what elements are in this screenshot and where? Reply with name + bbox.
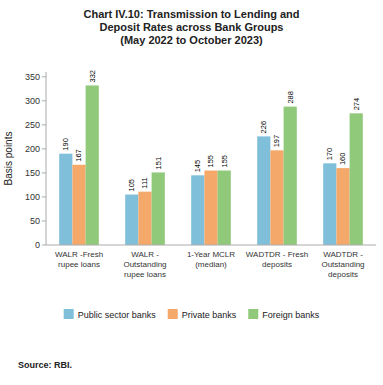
data-labels: 190 105 145 226 170 167 111 155 197 160 332 151 155 2… — [61, 70, 360, 192]
legend: Public sector banks Private banks Foreign … — [64, 309, 320, 320]
title: Deposit Rates across Bank Groups — [99, 21, 283, 33]
x-tick-label-line: 1-Year MCLR — [187, 250, 235, 259]
y-tick — [42, 172, 46, 173]
y-tick-label: 150 — [25, 168, 40, 178]
y-axis-line — [46, 72, 47, 245]
x-tick-label-line: deposits — [262, 260, 292, 269]
bar — [86, 85, 99, 245]
x-tick-label-line: (median) — [195, 260, 227, 269]
bar — [336, 168, 349, 245]
x-tick-label-line: WALR - — [131, 250, 159, 259]
data-label: 160 — [339, 153, 348, 166]
bar — [72, 165, 85, 245]
data-label: 155 — [220, 155, 229, 168]
y-axis-label: Basis points — [3, 132, 14, 186]
legend-swatch — [64, 309, 74, 319]
bar — [138, 192, 151, 245]
data-label: 332 — [88, 70, 97, 83]
bar — [284, 107, 297, 245]
bar — [257, 136, 270, 245]
x-tick-label-line: WALR -Fresh — [55, 250, 103, 259]
x-tick-label: WALR -Outstandingrupee loans — [123, 250, 166, 279]
bars — [59, 85, 363, 245]
y-tick-label: 300 — [25, 96, 40, 106]
y-tick — [42, 196, 46, 197]
data-label: 197 — [273, 135, 282, 148]
data-label: 151 — [154, 157, 163, 170]
x-tick-label-line: rupee loans — [58, 260, 100, 269]
data-label: 155 — [207, 155, 216, 168]
bar — [59, 154, 72, 245]
subtitle: (May 2022 to October 2023) — [120, 34, 263, 46]
y-tick-label: 200 — [25, 144, 40, 154]
legend-label: Private banks — [182, 310, 237, 320]
data-label: 274 — [352, 98, 361, 111]
bar — [204, 171, 217, 245]
data-label: 167 — [75, 149, 84, 162]
bar — [191, 175, 204, 245]
data-label: 105 — [127, 179, 136, 192]
y-tick — [42, 124, 46, 125]
bar — [350, 113, 363, 245]
chart: Chart IV.10: Transmission to Lending and… — [0, 0, 383, 385]
y-tick-label: 50 — [30, 216, 40, 226]
y-tick — [42, 100, 46, 101]
x-tick-label-line: Outstanding — [123, 260, 166, 269]
y-tick-label: 100 — [25, 192, 40, 202]
x-tick-label: WADTDR - Freshdeposits — [246, 250, 308, 269]
x-tick-label-line: WADTDR - — [323, 250, 363, 259]
x-tick-label-line: rupee loans — [124, 270, 166, 279]
bar — [152, 172, 165, 245]
x-axis-line — [46, 245, 376, 246]
x-tick-label: WADTDR -Outstandingdeposits — [321, 250, 364, 279]
x-tick-label-line: Outstanding — [321, 260, 364, 269]
y-tick — [42, 220, 46, 221]
bar — [323, 163, 336, 245]
title: Chart IV.10: Transmission to Lending and — [84, 8, 300, 20]
y-tick — [42, 76, 46, 77]
legend-label: Foreign banks — [262, 310, 320, 320]
y-tick-label: 350 — [25, 72, 40, 82]
bar — [270, 150, 283, 245]
x-tick-label: 1-Year MCLR(median) — [187, 250, 235, 269]
legend-swatch — [248, 309, 258, 319]
source-note: Source: RBI. — [18, 360, 72, 370]
legend-swatch — [168, 309, 178, 319]
data-label: 145 — [193, 160, 202, 173]
data-label: 170 — [325, 148, 334, 161]
legend-label: Public sector banks — [78, 310, 157, 320]
data-label: 288 — [286, 91, 295, 104]
x-tick-label-line: deposits — [328, 270, 358, 279]
bar — [218, 171, 231, 245]
bar — [125, 195, 138, 245]
y-tick — [42, 245, 46, 246]
data-label: 226 — [259, 121, 268, 134]
data-label: 190 — [61, 138, 70, 151]
data-label: 111 — [141, 177, 150, 188]
y-tick-label: 250 — [25, 120, 40, 130]
y-tick-label: 0 — [35, 240, 40, 250]
x-tick-label: WALR -Freshrupee loans — [55, 250, 103, 269]
y-tick — [42, 148, 46, 149]
x-tick-label-line: WADTDR - Fresh — [246, 250, 308, 259]
